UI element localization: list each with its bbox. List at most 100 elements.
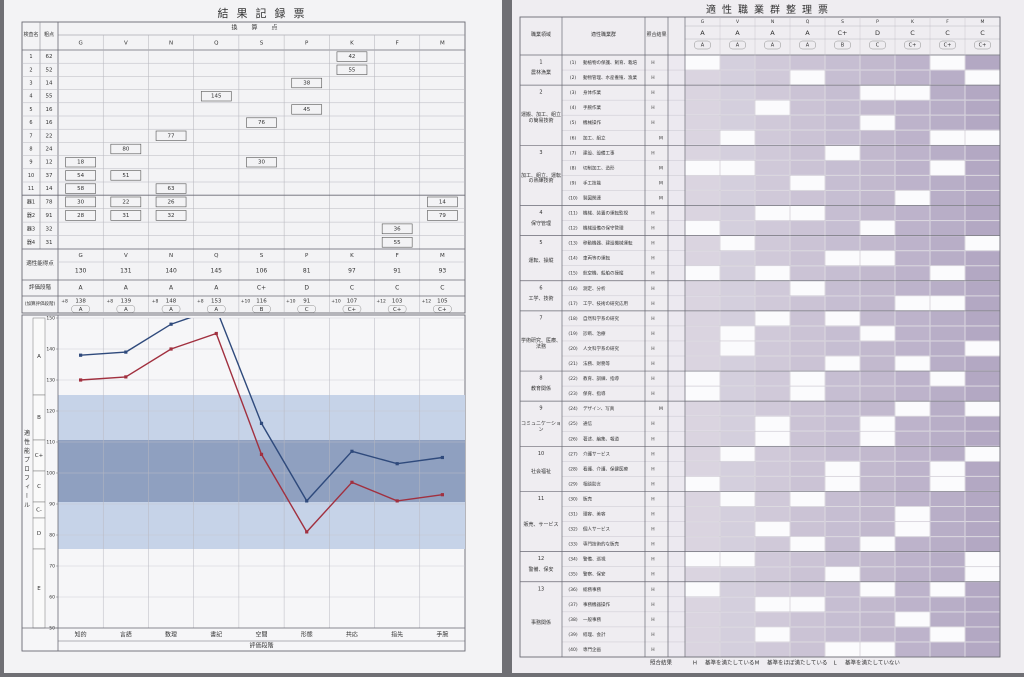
criterion-cell	[790, 190, 825, 205]
adjusted-grade: A	[214, 307, 218, 313]
x-tick-label: 書記	[210, 631, 222, 639]
criterion-cell	[790, 145, 825, 160]
y-tick-label: 110	[46, 440, 55, 446]
criterion-cell	[825, 281, 860, 296]
criterion-cell	[965, 507, 1000, 522]
row-number: 2	[29, 67, 32, 73]
criterion-cell	[790, 326, 825, 341]
criterion-cell	[790, 627, 825, 642]
grade: C	[945, 29, 950, 37]
criterion-cell	[755, 597, 790, 612]
criterion-cell	[965, 522, 1000, 537]
match-result: M	[659, 195, 663, 201]
criterion-cell	[790, 70, 825, 85]
column-letter: P	[876, 19, 879, 25]
title: 結果記録票	[218, 6, 313, 20]
criterion-cell	[895, 145, 930, 160]
group-name: 専門技術的な販売	[583, 541, 619, 548]
blank-cell	[668, 446, 685, 462]
criterion-cell	[790, 642, 825, 657]
score-box	[381, 237, 413, 248]
aptitude-score: 106	[256, 268, 268, 275]
criterion-cell	[685, 341, 720, 356]
adjusted-grade: C+	[944, 43, 952, 49]
criterion-cell	[930, 371, 965, 386]
criterion-cell	[895, 642, 930, 657]
column-letter: K	[350, 41, 354, 47]
criterion-cell	[790, 251, 825, 266]
criterion-cell	[965, 281, 1000, 296]
criterion-cell	[895, 597, 930, 612]
domain-number: 5	[539, 240, 542, 246]
row-number: 6	[29, 120, 32, 126]
grade: A	[700, 29, 705, 37]
criterion-cell	[860, 236, 895, 251]
match-result: H	[651, 361, 654, 367]
row-number: 10	[28, 173, 34, 179]
group-name: 理容、美容	[583, 511, 606, 518]
criterion-cell	[720, 190, 755, 205]
group-number: (27)	[568, 451, 577, 457]
criterion-cell	[860, 446, 895, 461]
criterion-cell	[965, 160, 1000, 175]
match-result: H	[651, 557, 654, 563]
column-letter: P	[305, 253, 309, 259]
raw-score: 37	[46, 173, 53, 179]
grade-bracket	[207, 305, 226, 313]
criterion-cell	[720, 296, 755, 311]
converted-score: 31	[122, 213, 129, 219]
criterion-cell	[720, 401, 755, 416]
criterion-cell	[825, 642, 860, 657]
criterion-cell	[860, 70, 895, 85]
blank-cell	[668, 100, 685, 116]
domain-name-box: 販売、サービス	[523, 522, 558, 528]
criterion-cell	[965, 567, 1000, 582]
criterion-cell	[685, 552, 720, 567]
grade-bracket	[764, 40, 781, 50]
match-result: H	[651, 496, 654, 502]
column-letter: N	[771, 19, 774, 25]
adjusted-grade: A	[806, 43, 810, 49]
raw-score: 14	[46, 186, 53, 192]
criterion-cell	[860, 597, 895, 612]
criterion-cell	[965, 386, 1000, 401]
grade-bracket	[387, 305, 407, 313]
criterion-cell	[790, 311, 825, 326]
score-box	[110, 210, 142, 221]
criterion-cell	[930, 582, 965, 597]
group-name: 測定、分析	[583, 285, 606, 292]
grade-bracket	[342, 305, 362, 313]
profile-point	[305, 499, 309, 503]
y-tick-label: 60	[49, 595, 55, 601]
criterion-cell	[720, 476, 755, 491]
column-letter: M	[981, 19, 985, 25]
blank-cell	[668, 401, 685, 417]
criterion-cell	[755, 190, 790, 205]
adjusted-score: 107	[347, 299, 358, 305]
y-tick-label: 80	[49, 533, 55, 539]
column-letter: V	[124, 41, 128, 47]
criterion-cell	[685, 582, 720, 597]
domain-number: 2	[539, 90, 542, 96]
criterion-cell	[685, 401, 720, 416]
group-number: (22)	[568, 376, 577, 382]
adjusted-grade: A	[79, 307, 83, 313]
adjusted-score: 91	[303, 299, 310, 305]
criterion-cell	[930, 70, 965, 85]
criterion-cell	[825, 537, 860, 552]
criterion-cell	[755, 326, 790, 341]
criterion-cell	[790, 461, 825, 476]
criterion-cell	[755, 446, 790, 461]
aptitude-score: 91	[393, 268, 401, 275]
criterion-cell	[825, 266, 860, 281]
criterion-cell	[860, 416, 895, 431]
blank-cell	[668, 115, 685, 131]
criterion-cell	[755, 627, 790, 642]
converted-score: 51	[122, 173, 129, 179]
criterion-cell	[755, 401, 790, 416]
raw-score: 16	[46, 107, 53, 113]
criterion-cell	[930, 55, 965, 70]
criterion-cell	[720, 371, 755, 386]
x-tick-label: 指先	[391, 631, 403, 639]
blank-cell	[668, 55, 685, 71]
